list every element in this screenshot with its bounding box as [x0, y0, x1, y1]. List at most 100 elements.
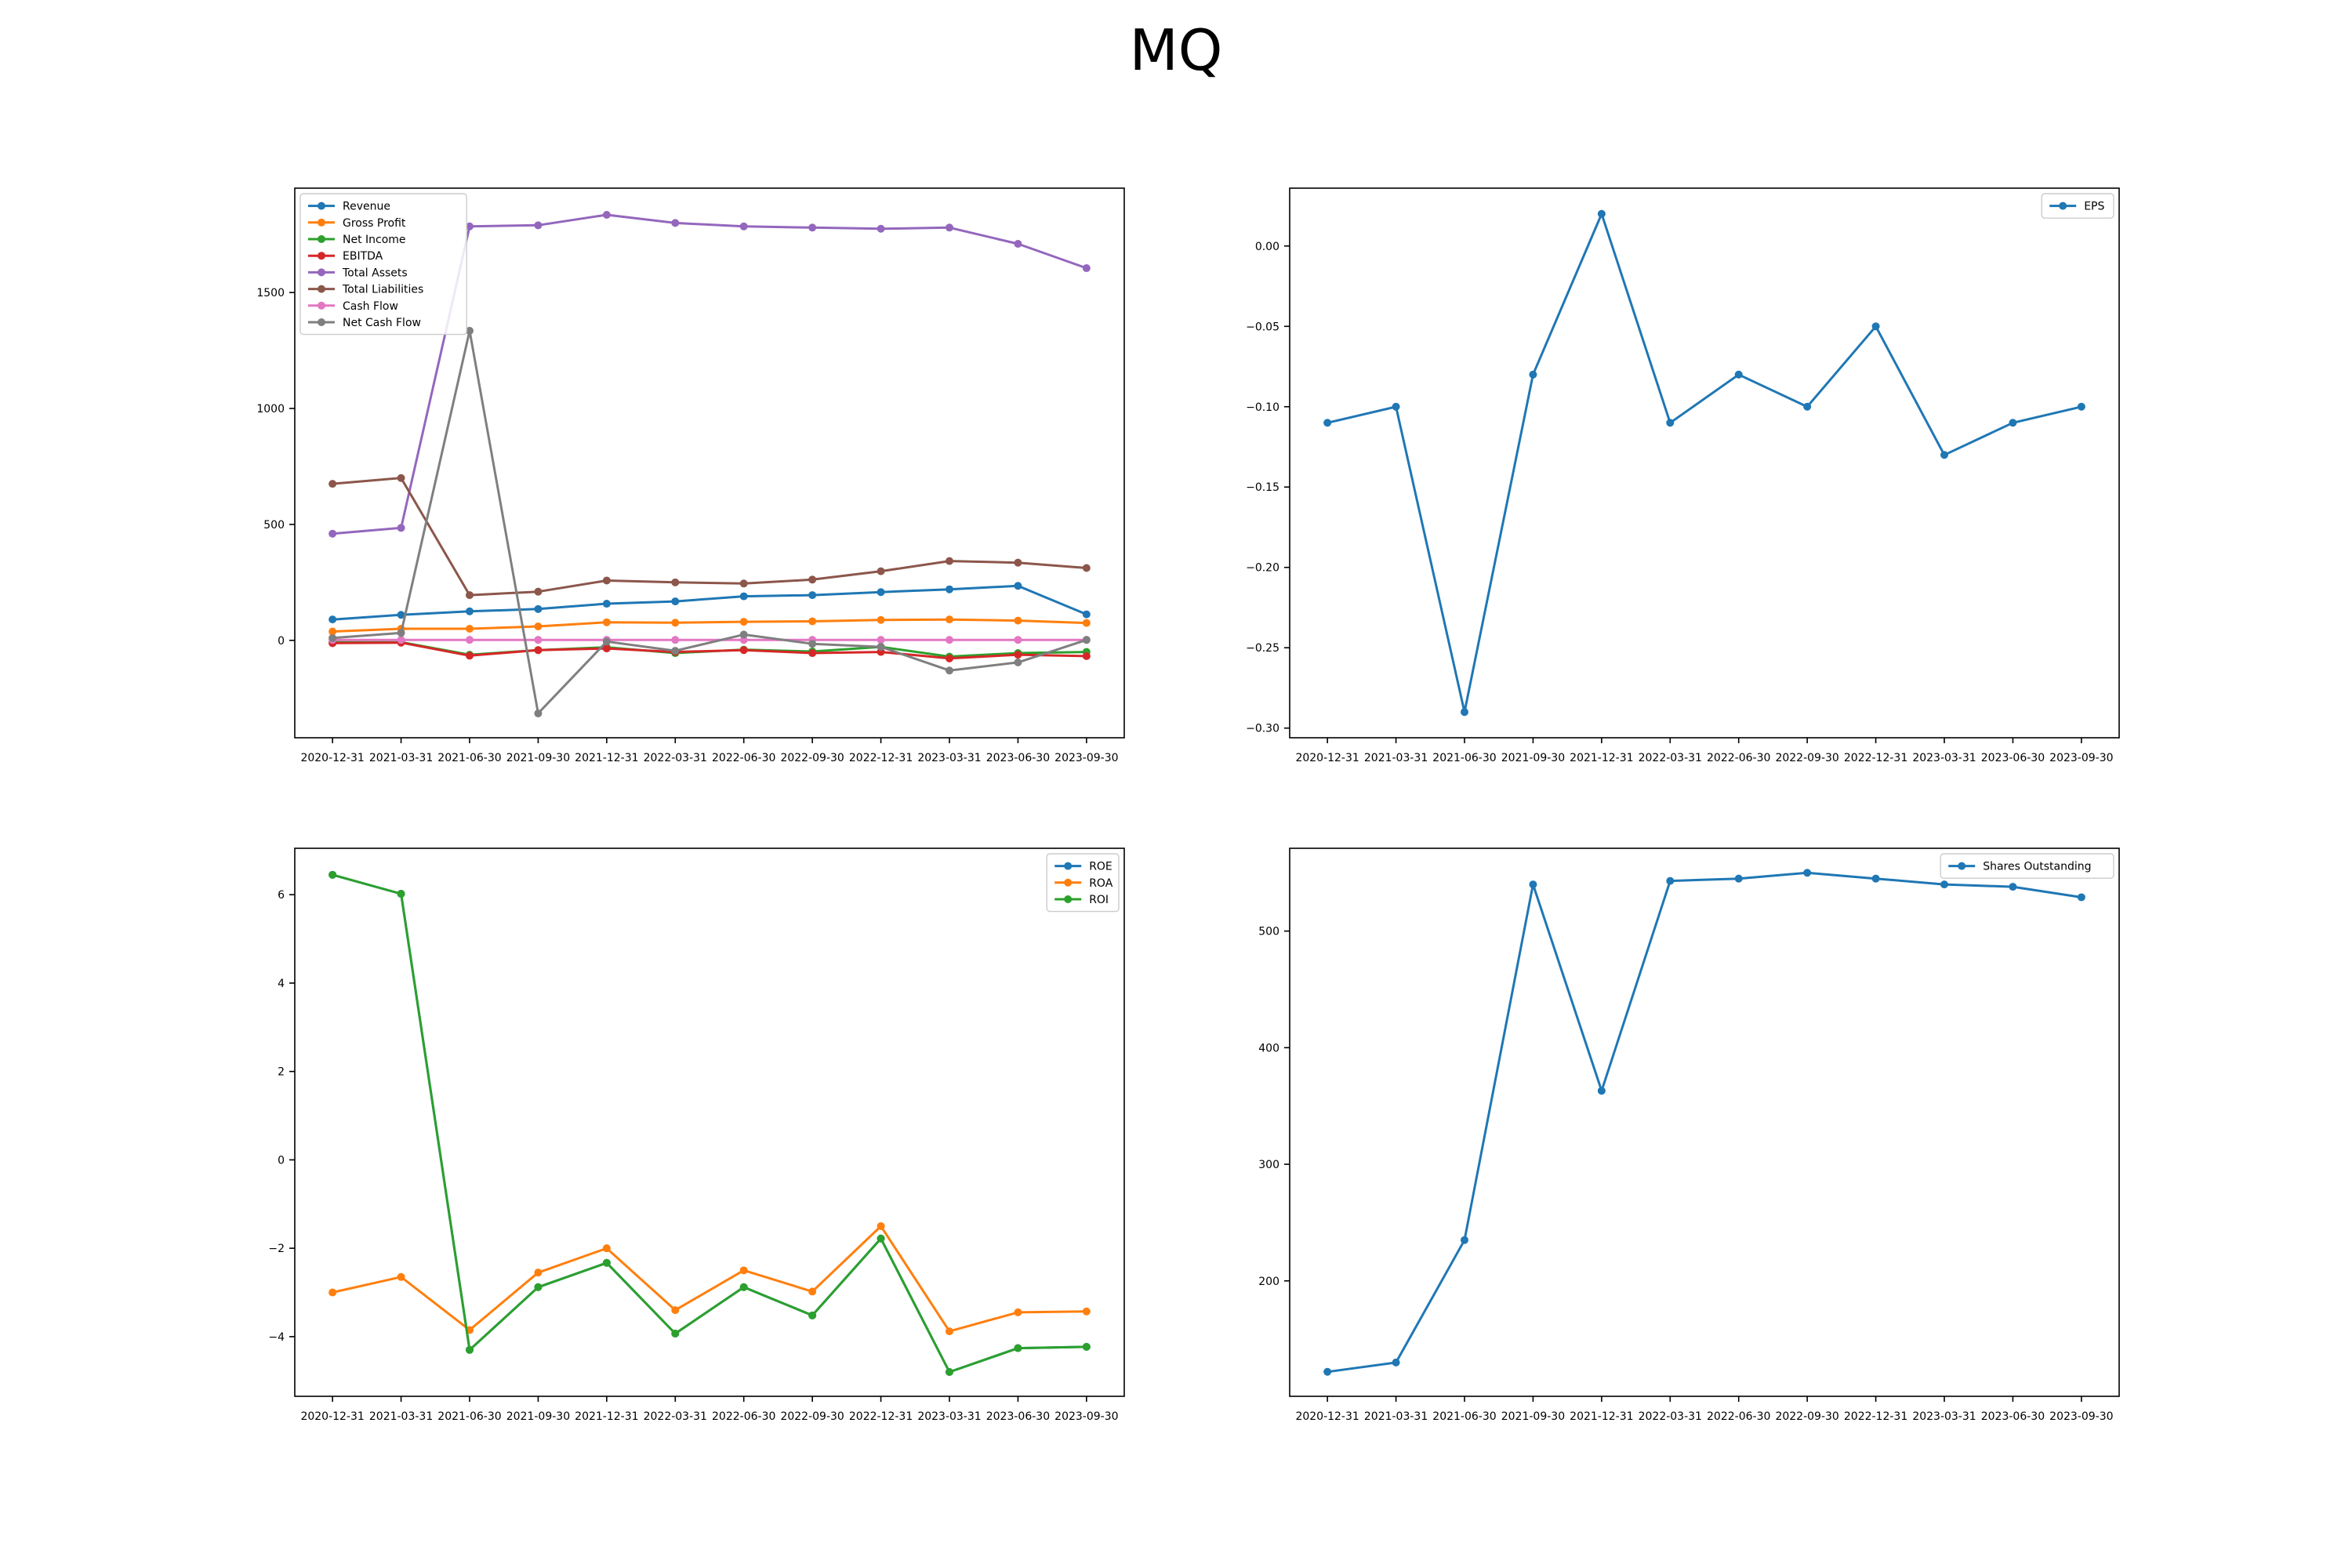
data-point-revenue: [1014, 582, 1022, 590]
y-tick-label: 300: [1258, 1159, 1279, 1171]
legend-marker-total-liabilities: [318, 285, 325, 293]
y-tick-label: −0.05: [1246, 321, 1279, 333]
data-point-ebitda: [1082, 652, 1091, 660]
y-tick-label: −0.15: [1246, 481, 1279, 494]
eps-chart: 2020-12-31 2021-03-31 2021-06-30 2021-09-30…: [1246, 187, 2120, 764]
x-tick-label: 2021-12-31: [1570, 1410, 1633, 1423]
y-tick-label: 1000: [256, 403, 285, 416]
data-point-gross-profit: [671, 619, 680, 627]
data-point-eps: [1597, 209, 1606, 218]
data-point-cash-flow: [397, 636, 405, 644]
data-point-eps: [2077, 402, 2085, 411]
x-tick-label: 2022-09-30: [1775, 1410, 1838, 1423]
y-tick-label: −0.20: [1246, 562, 1279, 575]
series-line-total-liabilities: [332, 477, 1087, 597]
data-point-shares-outstanding: [1323, 1367, 1332, 1376]
x-tick-label: 2023-06-30: [986, 752, 1050, 764]
x-tick-label: 2022-03-31: [1639, 1410, 1702, 1423]
x-tick-label: 2021-03-31: [1364, 1410, 1428, 1423]
legend: Revenue Gross Profit Net Income EBITDA Total…: [299, 193, 467, 336]
legend-marker-shares-outstanding: [1958, 862, 1966, 870]
data-point-net-cash-flow: [602, 637, 611, 646]
legend-label-shares-outstanding: Shares Outstanding: [1983, 861, 2091, 873]
data-point-cash-flow: [877, 636, 885, 644]
legend-box: [2041, 193, 2114, 219]
legend: EPS: [2041, 193, 2114, 219]
x-tick-label: 2023-03-31: [917, 752, 981, 764]
data-point-revenue: [465, 607, 474, 615]
data-point-cash-flow: [534, 636, 543, 644]
legend-marker-roa: [1064, 878, 1073, 887]
data-point-total-liabilities: [739, 579, 748, 588]
axes-frame: [294, 187, 1125, 739]
data-point-roi: [946, 1367, 954, 1376]
x-tick-label: 2023-09-30: [2049, 752, 2113, 764]
x-tick-label: 2023-06-30: [986, 1410, 1050, 1423]
data-point-shares-outstanding: [1803, 869, 1812, 877]
data-point-ebitda: [534, 646, 543, 655]
series-line-shares-outstanding: [1327, 871, 2082, 1374]
series-line-gross-profit: [332, 618, 1087, 633]
x-tick-label: 2021-06-30: [1432, 1410, 1496, 1423]
data-point-total-liabilities: [946, 557, 954, 565]
data-point-eps: [1460, 708, 1468, 717]
legend-marker-cash-flow: [318, 301, 325, 310]
data-point-total-assets: [877, 224, 885, 233]
data-point-cash-flow: [946, 636, 954, 644]
data-point-total-liabilities: [877, 567, 885, 575]
data-point-net-cash-flow: [877, 643, 885, 652]
legend-label-net-income: Net Income: [343, 234, 406, 246]
data-point-total-assets: [671, 219, 680, 227]
x-tick-label: 2021-09-30: [506, 752, 570, 764]
data-point-roi: [671, 1329, 680, 1338]
x-tick-label: 2021-03-31: [1364, 752, 1428, 764]
data-point-revenue: [328, 615, 337, 624]
x-tick-label: 2022-12-31: [1844, 1410, 1907, 1423]
data-point-shares-outstanding: [1666, 877, 1675, 885]
data-point-gross-profit: [808, 617, 817, 626]
data-point-net-cash-flow: [1014, 658, 1022, 666]
legend-marker-roi: [1064, 895, 1073, 903]
data-point-total-assets: [1014, 239, 1022, 248]
x-tick-label: 2022-09-30: [780, 752, 844, 764]
data-point-net-cash-flow: [465, 326, 474, 335]
data-point-revenue: [808, 591, 817, 600]
data-point-gross-profit: [602, 618, 611, 626]
data-point-total-liabilities: [465, 591, 474, 600]
data-point-cash-flow: [1014, 636, 1022, 644]
data-point-shares-outstanding: [1392, 1358, 1400, 1367]
x-tick-label: 2022-09-30: [780, 1410, 844, 1423]
data-point-roi: [602, 1258, 611, 1267]
data-point-ebitda: [465, 652, 474, 660]
data-point-total-liabilities: [602, 576, 611, 585]
data-point-gross-profit: [328, 627, 337, 636]
y-tick-label: 0.00: [1255, 241, 1279, 253]
series-line-eps: [1327, 212, 2082, 713]
y-tick-label: 4: [278, 978, 285, 990]
x-tick-label: 2023-06-30: [1981, 752, 2045, 764]
axes-frame: [294, 848, 1125, 1397]
x-tick-label: 2021-03-31: [369, 1410, 433, 1423]
y-tick-label: 500: [263, 519, 285, 532]
x-tick-label: 2021-12-31: [575, 1410, 638, 1423]
data-point-total-assets: [739, 222, 748, 230]
data-point-ebitda: [808, 649, 817, 658]
legend-marker-total-assets: [318, 268, 325, 277]
data-point-total-liabilities: [534, 587, 543, 596]
data-point-net-cash-flow: [534, 709, 543, 717]
series-line-roa: [332, 1225, 1087, 1333]
y-tick-label: −0.25: [1246, 642, 1279, 655]
data-point-net-cash-flow: [808, 640, 817, 648]
data-point-shares-outstanding: [1597, 1087, 1606, 1095]
data-point-total-assets: [534, 221, 543, 230]
data-point-eps: [1666, 419, 1675, 427]
series-line-net-income: [332, 641, 1087, 658]
data-point-total-liabilities: [1014, 558, 1022, 567]
x-tick-label: 2021-03-31: [369, 752, 433, 764]
data-point-ebitda: [739, 646, 748, 655]
legend-marker-net-cash-flow: [318, 318, 325, 326]
x-tick-label: 2022-09-30: [1775, 752, 1838, 764]
legend-label-net-cash-flow: Net Cash Flow: [343, 317, 421, 329]
legend-marker-revenue: [318, 201, 325, 210]
